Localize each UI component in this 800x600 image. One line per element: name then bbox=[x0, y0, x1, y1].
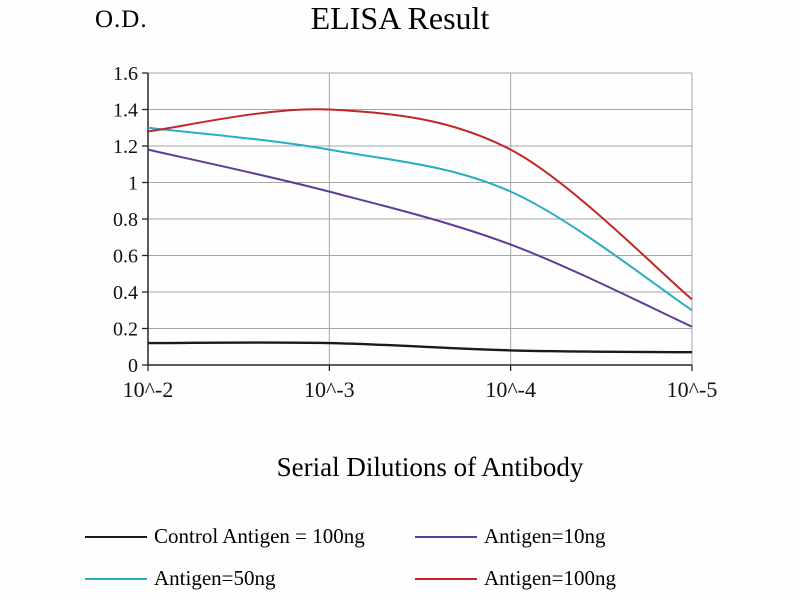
y-axis-title: O.D. bbox=[95, 6, 148, 33]
series-line-antigen-10ng bbox=[147, 148, 693, 328]
y-tick-label: 0.2 bbox=[113, 319, 138, 341]
x-tick-label: 10^-3 bbox=[304, 377, 355, 402]
y-tick-label: 0.8 bbox=[113, 209, 138, 231]
legend-label: Antigen=100ng bbox=[484, 566, 616, 590]
y-tick-label: 0.4 bbox=[113, 282, 138, 304]
y-tick-label: 0 bbox=[128, 355, 138, 377]
series-line-antigen-100ng bbox=[147, 108, 693, 301]
y-tick-label: 1.4 bbox=[113, 100, 138, 122]
y-tick-label: 1.6 bbox=[113, 63, 138, 85]
series-line-antigen-50ng bbox=[147, 126, 693, 312]
x-tick-label: 10^-4 bbox=[485, 377, 536, 402]
legend-line-swatch bbox=[415, 535, 477, 538]
line-chart: 0 0.2 0.4 0.6 0.8 1 1.2 1.4 1.6 10^-2 10^-3 10^-4 10… bbox=[113, 63, 718, 402]
legend-line-swatch bbox=[415, 577, 477, 580]
y-tick-label: 1.2 bbox=[113, 136, 138, 158]
legend-label: Antigen=50ng bbox=[154, 566, 276, 590]
legend-item-antigen-100ng: Antigen=100ng bbox=[415, 566, 715, 591]
legend-line-swatch bbox=[85, 535, 147, 538]
chart-title: ELISA Result bbox=[310, 0, 490, 36]
legend-item-antigen-10ng: Antigen=10ng bbox=[415, 524, 715, 549]
x-axis-title: Serial Dilutions of Antibody bbox=[276, 452, 584, 482]
legend-item-antigen-50ng: Antigen=50ng bbox=[85, 566, 415, 591]
legend-label: Control Antigen = 100ng bbox=[154, 524, 365, 548]
y-tick-label: 0.6 bbox=[113, 246, 138, 268]
x-tick-label: 10^-5 bbox=[667, 377, 718, 402]
legend-line-swatch bbox=[85, 577, 147, 580]
x-tick-label: 10^-2 bbox=[123, 377, 174, 402]
legend-label: Antigen=10ng bbox=[484, 524, 606, 548]
y-tick-label: 1 bbox=[128, 173, 138, 195]
series-line-control-antigen-100ng bbox=[147, 341, 693, 354]
legend-item-control-antigen-100ng: Control Antigen = 100ng bbox=[85, 524, 415, 549]
chart-legend: Control Antigen = 100ng Antigen=10ng Ant… bbox=[0, 524, 800, 591]
